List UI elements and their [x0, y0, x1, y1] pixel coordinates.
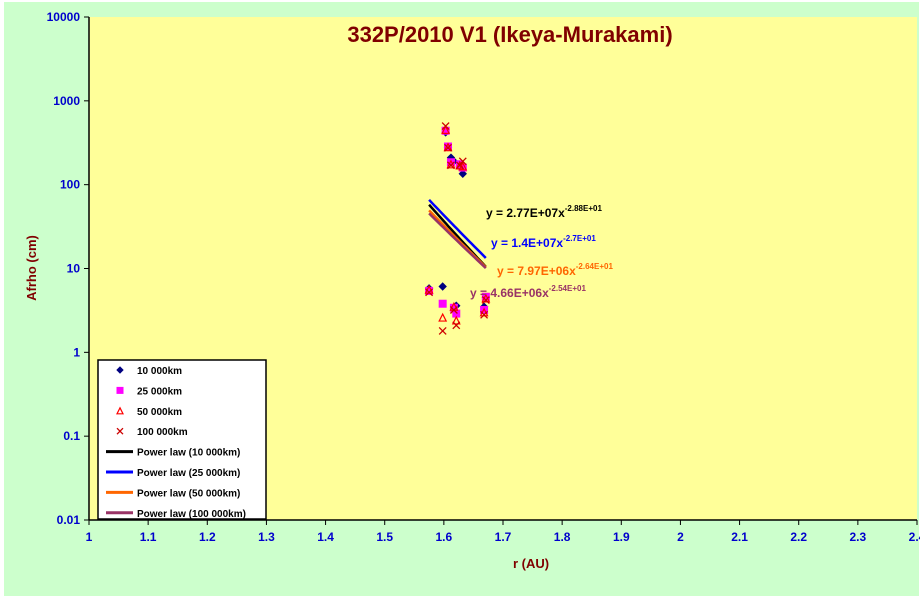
data-point	[438, 326, 447, 335]
data-point-stroke	[438, 326, 447, 335]
y-tick-label: 10000	[47, 10, 81, 24]
legend-label: Power law (50 000km)	[137, 488, 240, 499]
data-point	[443, 142, 453, 152]
data-point	[458, 157, 467, 166]
x-tick-label: 1.2	[199, 530, 216, 544]
y-tick-label: 0.01	[57, 513, 81, 527]
legend-label: 50 000km	[137, 407, 182, 418]
data-point-stroke	[441, 122, 450, 131]
x-tick-label: 2	[677, 530, 684, 544]
data-point	[446, 161, 455, 170]
x-tick-label: 1.8	[554, 530, 571, 544]
x-tick-label: 2.1	[731, 530, 748, 544]
x-tick-label: 1.6	[436, 530, 453, 544]
legend-label: Power law (100 000km)	[137, 509, 246, 520]
data-point	[452, 321, 461, 330]
legend-label: 25 000km	[137, 386, 182, 397]
y-axis-title: Afrho (cm)	[24, 235, 39, 301]
legend-label: 10 000km	[137, 366, 182, 377]
data-point	[451, 315, 461, 325]
x-tick-label: 1.7	[495, 530, 512, 544]
legend-label: Power law (25 000km)	[137, 468, 240, 479]
trend-equation: y = 7.97E+06x-2.64E+01	[497, 262, 613, 278]
data-point-stroke	[116, 427, 124, 435]
data-point-stroke	[425, 288, 434, 297]
data-point	[444, 143, 452, 152]
x-tick-label: 2.4	[909, 530, 920, 544]
y-tick-label: 10	[67, 262, 81, 276]
trend-equation: y = 2.77E+07x-2.88E+01	[486, 204, 602, 220]
x-tick-label: 2.2	[790, 530, 807, 544]
data-point	[116, 406, 124, 415]
x-tick-label: 1.1	[140, 530, 157, 544]
data-point-stroke	[452, 321, 461, 330]
trend-equation: y = 1.4E+07x-2.7E+01	[491, 234, 596, 250]
x-axis-title: r (AU)	[513, 556, 549, 571]
x-tick-label: 1	[86, 530, 93, 544]
x-tick-label: 1.3	[258, 530, 275, 544]
data-point	[449, 306, 458, 314]
data-point	[438, 282, 447, 291]
trend-line	[428, 198, 487, 259]
trend-equation: y = 4.66E+06x-2.54E+01	[470, 284, 586, 300]
legend-label: 100 000km	[137, 427, 188, 438]
data-point	[438, 312, 448, 322]
data-point	[455, 161, 464, 170]
data-point-stroke	[480, 310, 489, 319]
data-point	[438, 299, 447, 308]
data-point-stroke	[481, 296, 490, 305]
y-tick-label: 1	[73, 345, 80, 359]
data-point	[116, 427, 124, 435]
trend-equations: y = 2.77E+07x-2.88E+01 y = 1.4E+07x-2.7E+…	[470, 204, 613, 300]
y-tick-label: 1000	[53, 94, 80, 108]
data-point-stroke	[446, 161, 455, 170]
y-tick-label: 100	[60, 178, 80, 192]
data-point	[480, 310, 489, 319]
data-point	[441, 125, 451, 135]
data-point	[425, 288, 434, 297]
data-points	[424, 122, 491, 335]
data-point	[116, 366, 124, 374]
chart-title: 332P/2010 V1 (Ikeya-Murakami)	[347, 22, 672, 47]
data-point-stroke	[455, 161, 464, 170]
y-tick-label: 0.1	[63, 429, 80, 443]
x-tick-label: 1.4	[317, 530, 334, 544]
legend: 10 000km 25 000km 50 000km 100 000km Power l…	[97, 359, 267, 520]
x-tick-label: 1.9	[613, 530, 630, 544]
trend-lines	[428, 198, 487, 269]
axes: 0.01 0.1 1 10 100 1000 10000 1 1.1 1.2 1.3 1.4 1.5 1.…	[47, 10, 920, 544]
x-tick-label: 1.5	[376, 530, 393, 544]
data-point	[481, 296, 490, 305]
data-point	[458, 169, 467, 178]
trend-line	[428, 212, 487, 269]
data-point	[441, 122, 450, 131]
data-point-stroke	[449, 306, 458, 314]
x-tick-label: 2.3	[850, 530, 867, 544]
legend-label: Power law (10 000km)	[137, 448, 240, 459]
data-point	[116, 386, 124, 394]
data-point-stroke	[458, 157, 467, 166]
data-point-stroke	[444, 143, 452, 152]
